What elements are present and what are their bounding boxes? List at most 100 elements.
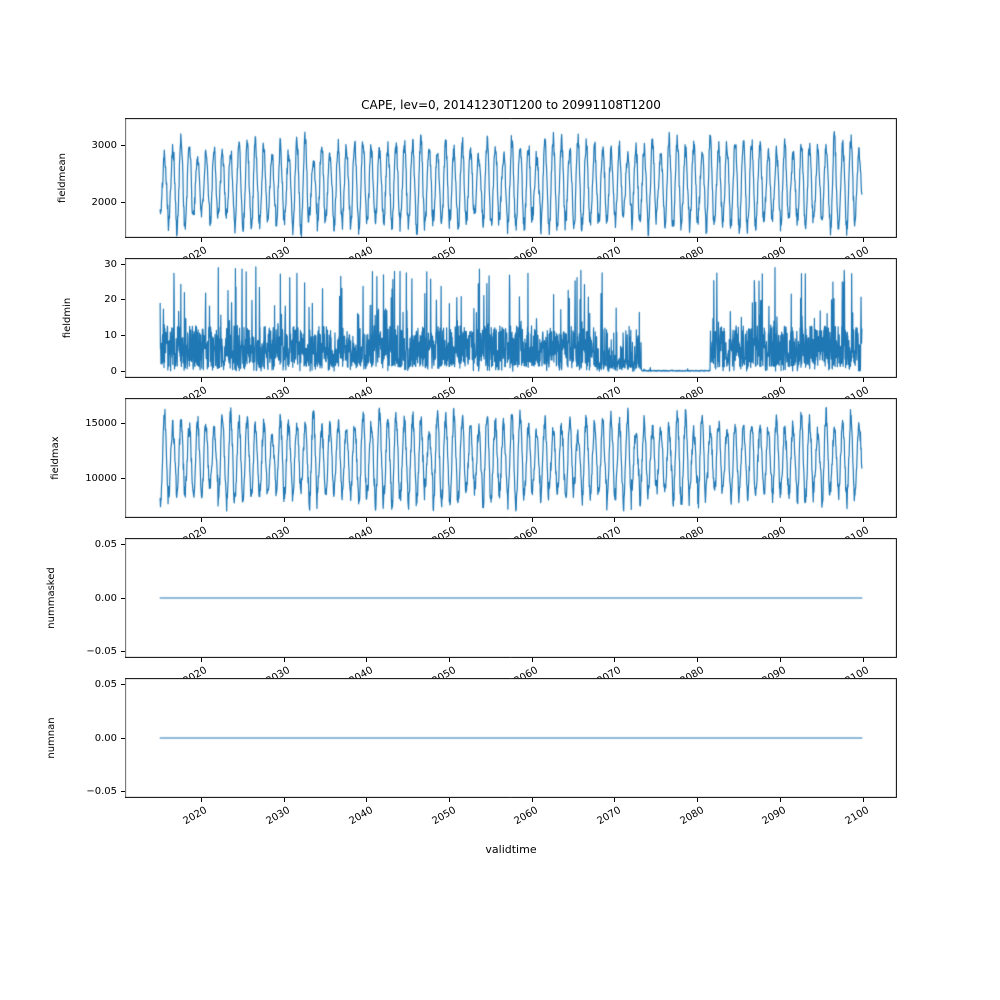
y-tick-mark [121, 201, 125, 203]
axes-fieldmean [125, 118, 897, 238]
line-series-nummasked [125, 538, 897, 658]
chart-title: CAPE, lev=0, 20141230T1200 to 20991108T1… [361, 98, 661, 112]
x-tick-mark [449, 658, 451, 662]
y-tick-mark [121, 299, 125, 301]
x-tick-mark [283, 238, 285, 242]
y-tick-label: 30 [104, 258, 117, 270]
x-tick-mark [200, 238, 202, 242]
x-tick-mark [779, 378, 781, 382]
x-tick-mark [366, 798, 368, 802]
y-tick-label: −0.05 [86, 785, 117, 797]
x-tick-mark [449, 798, 451, 802]
line-series-fieldmax [125, 398, 897, 518]
x-tick-label: 2070 [595, 804, 623, 828]
x-tick-mark [779, 798, 781, 802]
y-tick-label: 15000 [85, 418, 117, 430]
x-tick-mark [366, 378, 368, 382]
x-tick-mark [200, 658, 202, 662]
x-tick-label: 2080 [678, 804, 706, 828]
x-tick-label: 2060 [512, 804, 541, 828]
x-tick-mark [531, 238, 533, 242]
x-tick-mark [531, 518, 533, 522]
x-tick-mark [449, 518, 451, 522]
line-series-fieldmean [125, 118, 897, 238]
x-tick-mark [614, 658, 616, 662]
x-tick-mark [779, 658, 781, 662]
line-series-fieldmin [125, 258, 897, 378]
axes-fieldmin [125, 258, 897, 378]
x-tick-mark [366, 658, 368, 662]
y-tick-mark [121, 335, 125, 336]
x-tick-mark [614, 518, 616, 522]
x-tick-mark [697, 518, 699, 522]
y-tick-mark [121, 684, 125, 686]
y-tick-mark [121, 737, 125, 739]
x-tick-mark [200, 518, 202, 522]
y-tick-label: 10000 [85, 473, 117, 485]
y-tick-label: 2000 [91, 196, 117, 208]
x-tick-mark [449, 378, 451, 382]
y-axis-label-fieldmax: fieldmax [50, 436, 61, 480]
y-axis-label-fieldmin: fieldmin [62, 297, 73, 339]
axes-nummasked [125, 538, 897, 658]
x-tick-label: 2020 [181, 804, 210, 828]
x-tick-label: 2040 [347, 804, 375, 828]
x-tick-mark [614, 798, 616, 802]
x-tick-mark [531, 378, 533, 382]
y-tick-label: 0.05 [94, 539, 117, 551]
x-tick-mark [697, 238, 699, 242]
x-tick-mark [614, 238, 616, 242]
y-tick-mark [121, 597, 125, 599]
x-tick-mark [779, 518, 781, 522]
y-tick-mark [121, 144, 125, 146]
x-tick-mark [862, 658, 864, 662]
y-tick-mark [121, 790, 125, 792]
x-tick-mark [697, 378, 699, 382]
y-tick-label: 0.00 [94, 592, 117, 604]
x-tick-mark [449, 238, 451, 242]
y-axis-label-numnan: numnan [46, 717, 57, 759]
line-series-numnan [125, 678, 897, 798]
y-tick-mark [121, 263, 125, 265]
x-tick-mark [366, 518, 368, 522]
y-tick-mark [121, 544, 125, 546]
x-tick-mark [283, 518, 285, 522]
y-tick-label: 0.00 [94, 732, 117, 744]
x-tick-mark [531, 798, 533, 802]
x-tick-label: 2050 [430, 804, 458, 828]
x-tick-mark [779, 238, 781, 242]
axes-numnan [125, 678, 897, 798]
x-tick-mark [614, 378, 616, 382]
x-tick-mark [697, 658, 699, 662]
y-tick-label: 20 [104, 294, 117, 306]
y-tick-label: 10 [104, 330, 117, 341]
y-axis-label-fieldmean: fieldmean [57, 153, 68, 203]
y-tick-mark [121, 370, 125, 372]
x-tick-mark [862, 798, 864, 802]
x-tick-mark [283, 378, 285, 382]
x-tick-mark [200, 798, 202, 802]
y-axis-label-nummasked: nummasked [46, 567, 57, 629]
x-tick-mark [862, 238, 864, 242]
x-tick-label: 2100 [843, 804, 872, 828]
x-tick-mark [283, 798, 285, 802]
y-tick-label: 0 [110, 365, 117, 377]
x-tick-mark [697, 798, 699, 802]
x-tick-mark [862, 378, 864, 382]
y-tick-label: −0.05 [86, 645, 117, 657]
y-tick-mark [121, 423, 125, 425]
x-tick-label: 2030 [264, 804, 293, 828]
y-tick-label: 0.05 [94, 679, 117, 691]
x-tick-mark [283, 658, 285, 662]
y-tick-label: 3000 [91, 139, 117, 151]
x-tick-label: 2090 [760, 804, 789, 828]
y-tick-mark [121, 478, 125, 480]
x-tick-mark [200, 378, 202, 382]
axes-fieldmax [125, 398, 897, 518]
x-tick-mark [366, 238, 368, 242]
x-axis-label: validtime [485, 843, 537, 856]
x-tick-mark [862, 518, 864, 522]
x-tick-mark [531, 658, 533, 662]
y-tick-mark [121, 650, 125, 652]
